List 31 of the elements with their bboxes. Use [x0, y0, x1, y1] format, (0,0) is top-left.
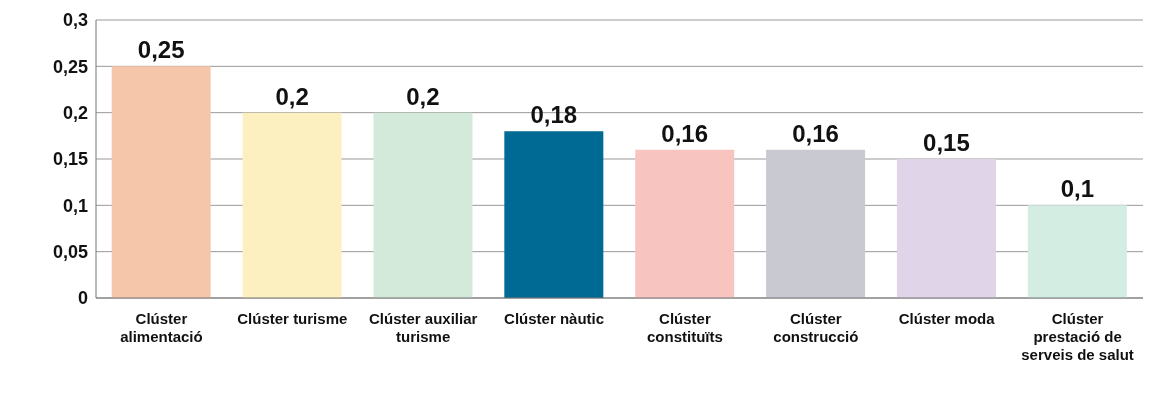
x-tick-label: Clúster auxiliar turisme — [368, 310, 478, 345]
bar — [242, 112, 342, 298]
y-tick-label: 0,3 — [62, 10, 88, 31]
x-tick-label: Clúster alimentació — [120, 310, 203, 345]
x-tick-label: Clúster constituïts — [647, 310, 723, 345]
bar — [504, 131, 604, 298]
y-tick-label: 0,15 — [52, 149, 88, 170]
bar — [896, 159, 996, 298]
bar — [635, 149, 735, 298]
y-tick-label: 0,2 — [62, 103, 88, 124]
x-tick-label: Clúster moda — [898, 310, 996, 327]
x-tick-label: Clúster turisme — [237, 310, 348, 327]
y-tick-label: 0,25 — [52, 56, 88, 77]
data-label: 0,15 — [923, 129, 970, 156]
x-tick-label: Clúster nàutic — [504, 310, 605, 327]
bar — [766, 149, 866, 298]
data-label: 0,18 — [530, 101, 578, 129]
y-tick-label: 0 — [77, 288, 88, 309]
y-tick-label: 0,05 — [52, 242, 88, 263]
data-label: 0,2 — [275, 82, 309, 110]
data-label: 0,25 — [137, 36, 185, 64]
data-label: 0,16 — [792, 119, 839, 147]
y-tick-label: 0,1 — [62, 195, 88, 216]
data-label: 0,2 — [406, 82, 440, 110]
data-label: 0,16 — [661, 119, 709, 147]
bar — [373, 112, 473, 298]
bar — [111, 66, 211, 298]
x-tick-label: Clúster prestació de serveis de salut — [1021, 310, 1134, 363]
data-label: 0,1 — [1060, 175, 1095, 203]
bar — [1027, 205, 1127, 298]
x-tick-label: Clúster construcció — [773, 310, 859, 345]
